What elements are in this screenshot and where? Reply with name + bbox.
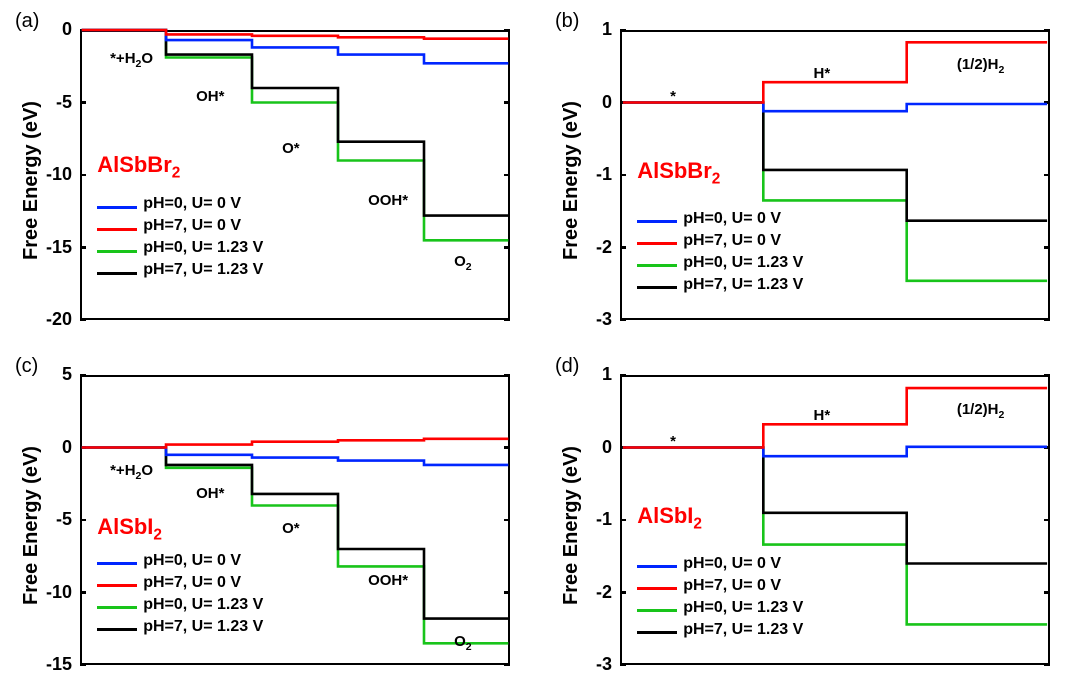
- legend-line: [637, 631, 677, 634]
- step-label: (1/2)H2: [957, 401, 1005, 421]
- ylabel: Free Energy (eV): [560, 446, 583, 605]
- legend-line: [637, 587, 677, 590]
- legend-label: pH=7, U= 1.23 V: [683, 621, 803, 639]
- ytick-label: -3: [572, 654, 612, 675]
- legend-label: pH=7, U= 0 V: [683, 577, 781, 595]
- step-label: *: [670, 433, 676, 450]
- legend-line: [637, 565, 677, 568]
- compound-label: AlSbI2: [637, 503, 702, 533]
- legend-line: [637, 609, 677, 612]
- panel-d: (d)-3-2-101Free Energy (eV)*H*(1/2)H2AlS…: [0, 0, 1080, 687]
- legend-label: pH=0, U= 0 V: [683, 555, 781, 573]
- figure-root: (a)-20-15-10-50Free Energy (eV)*+H2OOH*O…: [0, 0, 1080, 687]
- step-label: H*: [814, 407, 831, 424]
- ytick-label: 1: [572, 364, 612, 385]
- legend-label: pH=0, U= 1.23 V: [683, 599, 803, 617]
